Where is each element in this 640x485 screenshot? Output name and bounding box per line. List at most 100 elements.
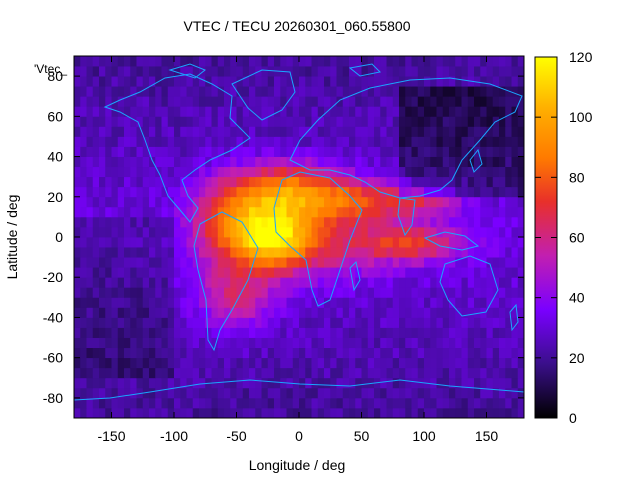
- heatmap-cell: [74, 116, 81, 127]
- heatmap-cell: [236, 196, 244, 208]
- heatmap-cell: [242, 106, 250, 117]
- heatmap-cell: [324, 176, 331, 188]
- heatmap-cell: [174, 347, 181, 359]
- heatmap-cell: [261, 267, 269, 278]
- heatmap-cell: [274, 237, 281, 248]
- heatmap-cell: [92, 136, 100, 147]
- heatmap-cell: [324, 267, 331, 278]
- heatmap-cell: [180, 106, 187, 117]
- heatmap-cell: [336, 56, 344, 67]
- heatmap-cell: [330, 407, 337, 419]
- heatmap-cell: [299, 287, 306, 298]
- heatmap-cell: [105, 367, 112, 379]
- heatmap-cell: [411, 347, 419, 359]
- heatmap-cell: [330, 277, 337, 288]
- heatmap-cell: [361, 337, 369, 349]
- heatmap-cell: [499, 237, 506, 248]
- heatmap-cell: [267, 247, 275, 258]
- heatmap-cell: [361, 297, 369, 308]
- heatmap-cell: [255, 267, 262, 278]
- heatmap-cell: [436, 196, 444, 208]
- heatmap-cell: [399, 86, 406, 97]
- heatmap-cell: [492, 126, 500, 137]
- heatmap-cell: [492, 166, 500, 178]
- heatmap-cell: [511, 257, 519, 268]
- heatmap-cell: [199, 377, 206, 389]
- heatmap-cell: [149, 407, 156, 419]
- heatmap-cell: [167, 317, 175, 328]
- heatmap-cell: [136, 146, 144, 157]
- heatmap-cell: [86, 327, 94, 338]
- heatmap-cell: [74, 237, 81, 248]
- heatmap-cell: [386, 176, 394, 188]
- heatmap-cell: [255, 56, 262, 67]
- heatmap-cell: [380, 357, 387, 369]
- heatmap-cell: [336, 297, 344, 308]
- heatmap-cell: [392, 327, 400, 338]
- heatmap-cell: [292, 106, 300, 117]
- heatmap-cell: [380, 226, 387, 238]
- heatmap-cell: [299, 186, 306, 198]
- heatmap-cell: [80, 267, 87, 278]
- heatmap-cell: [480, 357, 487, 369]
- heatmap-cell: [436, 347, 444, 359]
- heatmap-cell: [105, 206, 112, 218]
- heatmap-cell: [499, 56, 506, 67]
- heatmap-cell: [317, 166, 325, 178]
- heatmap-cell: [267, 317, 275, 328]
- heatmap-cell: [192, 407, 200, 419]
- heatmap-cell: [336, 116, 344, 127]
- heatmap-cell: [186, 327, 194, 338]
- heatmap-cell: [380, 407, 387, 419]
- heatmap-cell: [255, 86, 262, 97]
- heatmap-cell: [99, 146, 106, 157]
- heatmap-cell: [205, 116, 212, 127]
- heatmap-cell: [261, 126, 269, 137]
- heatmap-cell: [124, 216, 131, 228]
- heatmap-cell: [180, 146, 187, 157]
- heatmap-cell: [105, 116, 112, 127]
- heatmap-cell: [99, 387, 106, 399]
- heatmap-cell: [317, 237, 325, 248]
- heatmap-cell: [480, 136, 487, 147]
- heatmap-cell: [486, 66, 494, 77]
- heatmap-cell: [455, 106, 462, 117]
- heatmap-cell: [392, 257, 400, 268]
- heatmap-cell: [186, 76, 194, 87]
- heatmap-cell: [224, 297, 231, 308]
- heatmap-cell: [330, 307, 337, 318]
- heatmap-cell: [380, 347, 387, 359]
- heatmap-cell: [92, 86, 100, 97]
- heatmap-cell: [424, 407, 431, 419]
- heatmap-cell: [417, 226, 425, 238]
- heatmap-cell: [455, 367, 462, 379]
- heatmap-cell: [86, 86, 94, 97]
- heatmap-cell: [430, 297, 437, 308]
- heatmap-cell: [86, 357, 94, 369]
- heatmap-cell: [136, 106, 144, 117]
- heatmap-cell: [199, 176, 206, 188]
- heatmap-cell: [430, 226, 437, 238]
- heatmap-cell: [411, 327, 419, 338]
- heatmap-cell: [492, 86, 500, 97]
- heatmap-cell: [392, 267, 400, 278]
- heatmap-cell: [417, 397, 425, 409]
- heatmap-cell: [342, 106, 350, 117]
- heatmap-cell: [86, 287, 94, 298]
- heatmap-cell: [505, 267, 512, 278]
- heatmap-cell: [274, 136, 281, 147]
- heatmap-cell: [167, 247, 175, 258]
- heatmap-cell: [92, 206, 100, 218]
- heatmap-cell: [105, 226, 112, 238]
- heatmap-cell: [499, 106, 506, 117]
- heatmap-cell: [436, 216, 444, 228]
- heatmap-cell: [111, 297, 119, 308]
- heatmap-cell: [255, 337, 262, 349]
- heatmap-cell: [405, 387, 412, 399]
- heatmap-cell: [342, 156, 350, 168]
- heatmap-cell: [467, 357, 475, 369]
- heatmap-cell: [367, 156, 375, 168]
- heatmap-cell: [355, 347, 362, 359]
- heatmap-cell: [317, 407, 325, 419]
- heatmap-cell: [367, 287, 375, 298]
